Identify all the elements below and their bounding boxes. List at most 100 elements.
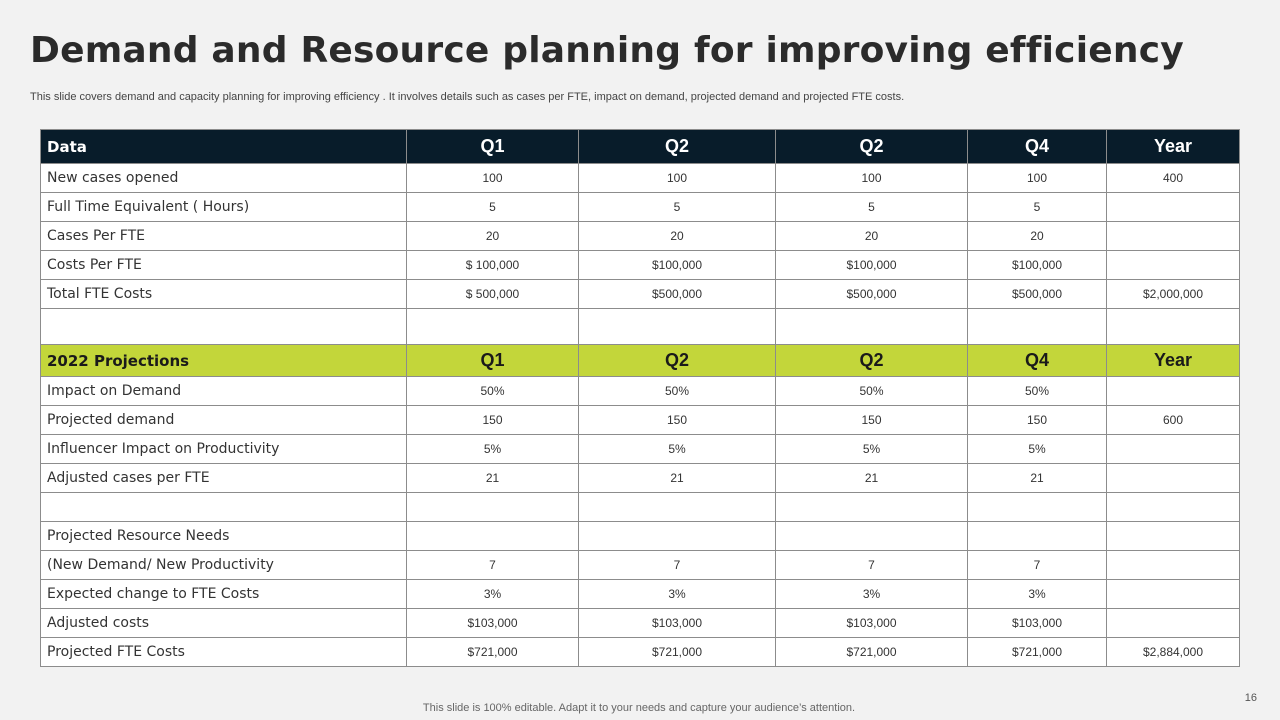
value-cell: 21 bbox=[775, 463, 968, 493]
table-row-blank bbox=[40, 492, 1240, 522]
value-cell: $500,000 bbox=[578, 279, 776, 309]
value-cell: 5% bbox=[775, 434, 968, 464]
value-cell bbox=[1106, 376, 1240, 406]
header-label-cell: Data bbox=[40, 129, 407, 164]
value-cell: 7 bbox=[775, 550, 968, 580]
value-cell: 150 bbox=[967, 405, 1107, 435]
header-cell: Q2 bbox=[578, 129, 776, 164]
table-row: (New Demand/ New Productivity 7 7 7 7 bbox=[40, 550, 1240, 580]
table-row: Projected Resource Needs bbox=[40, 521, 1240, 551]
value-cell: $721,000 bbox=[406, 637, 579, 667]
header-cell: Q1 bbox=[406, 129, 579, 164]
value-cell: 50% bbox=[578, 376, 776, 406]
value-cell: 7 bbox=[406, 550, 579, 580]
value-cell bbox=[775, 492, 968, 522]
value-cell: 5 bbox=[775, 192, 968, 222]
value-cell bbox=[1106, 608, 1240, 638]
value-cell: 5 bbox=[406, 192, 579, 222]
value-cell: $2,000,000 bbox=[1106, 279, 1240, 309]
value-cell bbox=[1106, 463, 1240, 493]
value-cell: $100,000 bbox=[775, 250, 968, 280]
value-cell bbox=[406, 521, 579, 551]
value-cell: 5% bbox=[967, 434, 1107, 464]
value-cell: 3% bbox=[775, 579, 968, 609]
row-label-cell: Influencer Impact on Productivity bbox=[40, 434, 407, 464]
planning-table: Data Q1 Q2 Q2 Q4 Year New cases opened 100 100 10… bbox=[40, 129, 1240, 667]
value-cell: 20 bbox=[775, 221, 968, 251]
value-cell: 400 bbox=[1106, 163, 1240, 193]
value-cell bbox=[578, 521, 776, 551]
row-label-cell bbox=[40, 308, 407, 345]
value-cell: $ 100,000 bbox=[406, 250, 579, 280]
table-row: Total FTE Costs $ 500,000 $500,000 $500,000… bbox=[40, 279, 1240, 309]
table-header-projections: 2022 Projections Q1 Q2 Q2 Q4 Year bbox=[40, 344, 1240, 377]
value-cell bbox=[967, 492, 1107, 522]
row-label-cell: Adjusted costs bbox=[40, 608, 407, 638]
table-row: New cases opened 100 100 100 100 400 bbox=[40, 163, 1240, 193]
value-cell: $721,000 bbox=[775, 637, 968, 667]
row-label-cell: Impact on Demand bbox=[40, 376, 407, 406]
value-cell: $103,000 bbox=[775, 608, 968, 638]
value-cell: 100 bbox=[775, 163, 968, 193]
value-cell: 50% bbox=[775, 376, 968, 406]
row-label-cell: Expected change to FTE Costs bbox=[40, 579, 407, 609]
value-cell: 5 bbox=[967, 192, 1107, 222]
value-cell: $ 500,000 bbox=[406, 279, 579, 309]
header-cell: Q4 bbox=[967, 344, 1107, 377]
value-cell: 3% bbox=[406, 579, 579, 609]
value-cell bbox=[775, 521, 968, 551]
value-cell bbox=[1106, 521, 1240, 551]
table-header-data: Data Q1 Q2 Q2 Q4 Year bbox=[40, 129, 1240, 164]
table-row: Impact on Demand 50% 50% 50% 50% bbox=[40, 376, 1240, 406]
value-cell: $103,000 bbox=[578, 608, 776, 638]
value-cell: 21 bbox=[406, 463, 579, 493]
value-cell bbox=[406, 492, 579, 522]
header-cell: Year bbox=[1106, 344, 1240, 377]
value-cell: 5% bbox=[406, 434, 579, 464]
row-label-cell: New cases opened bbox=[40, 163, 407, 193]
value-cell bbox=[967, 308, 1107, 345]
value-cell: 3% bbox=[967, 579, 1107, 609]
table-row: Adjusted cases per FTE 21 21 21 21 bbox=[40, 463, 1240, 493]
value-cell bbox=[1106, 192, 1240, 222]
value-cell bbox=[406, 308, 579, 345]
header-cell: Q4 bbox=[967, 129, 1107, 164]
header-cell: Year bbox=[1106, 129, 1240, 164]
table-row: Adjusted costs $103,000 $103,000 $103,000 $1… bbox=[40, 608, 1240, 638]
value-cell: $500,000 bbox=[967, 279, 1107, 309]
table-row: Projected demand 150 150 150 150 600 bbox=[40, 405, 1240, 435]
row-label-cell: Adjusted cases per FTE bbox=[40, 463, 407, 493]
value-cell: $103,000 bbox=[967, 608, 1107, 638]
value-cell bbox=[578, 492, 776, 522]
value-cell: $500,000 bbox=[775, 279, 968, 309]
value-cell: 150 bbox=[578, 405, 776, 435]
table-row: Full Time Equivalent ( Hours) 5 5 5 5 bbox=[40, 192, 1240, 222]
row-label-cell: Projected FTE Costs bbox=[40, 637, 407, 667]
value-cell: 100 bbox=[578, 163, 776, 193]
table-row: Expected change to FTE Costs 3% 3% 3% 3% bbox=[40, 579, 1240, 609]
value-cell: 20 bbox=[578, 221, 776, 251]
value-cell: 7 bbox=[578, 550, 776, 580]
value-cell: 7 bbox=[967, 550, 1107, 580]
table-row: Influencer Impact on Productivity 5% 5% 5% 5… bbox=[40, 434, 1240, 464]
page-subtitle: This slide covers demand and capacity pl… bbox=[30, 91, 905, 103]
value-cell: 50% bbox=[967, 376, 1107, 406]
value-cell bbox=[1106, 550, 1240, 580]
row-label-cell: (New Demand/ New Productivity bbox=[40, 550, 407, 580]
value-cell: $2,884,000 bbox=[1106, 637, 1240, 667]
footer-note: This slide is 100% editable. Adapt it to… bbox=[422, 702, 856, 714]
value-cell bbox=[1106, 579, 1240, 609]
value-cell bbox=[1106, 434, 1240, 464]
page-number: 16 bbox=[1244, 692, 1257, 704]
header-cell: Q2 bbox=[578, 344, 776, 377]
table-row: Projected FTE Costs $721,000 $721,000 $721,… bbox=[40, 637, 1240, 667]
value-cell bbox=[578, 308, 776, 345]
value-cell: 150 bbox=[406, 405, 579, 435]
row-label-cell: Projected Resource Needs bbox=[40, 521, 407, 551]
value-cell: 3% bbox=[578, 579, 776, 609]
table-row: Costs Per FTE $ 100,000 $100,000 $100,000 $1… bbox=[40, 250, 1240, 280]
value-cell bbox=[967, 521, 1107, 551]
value-cell bbox=[775, 308, 968, 345]
value-cell: 600 bbox=[1106, 405, 1240, 435]
value-cell: 150 bbox=[775, 405, 968, 435]
